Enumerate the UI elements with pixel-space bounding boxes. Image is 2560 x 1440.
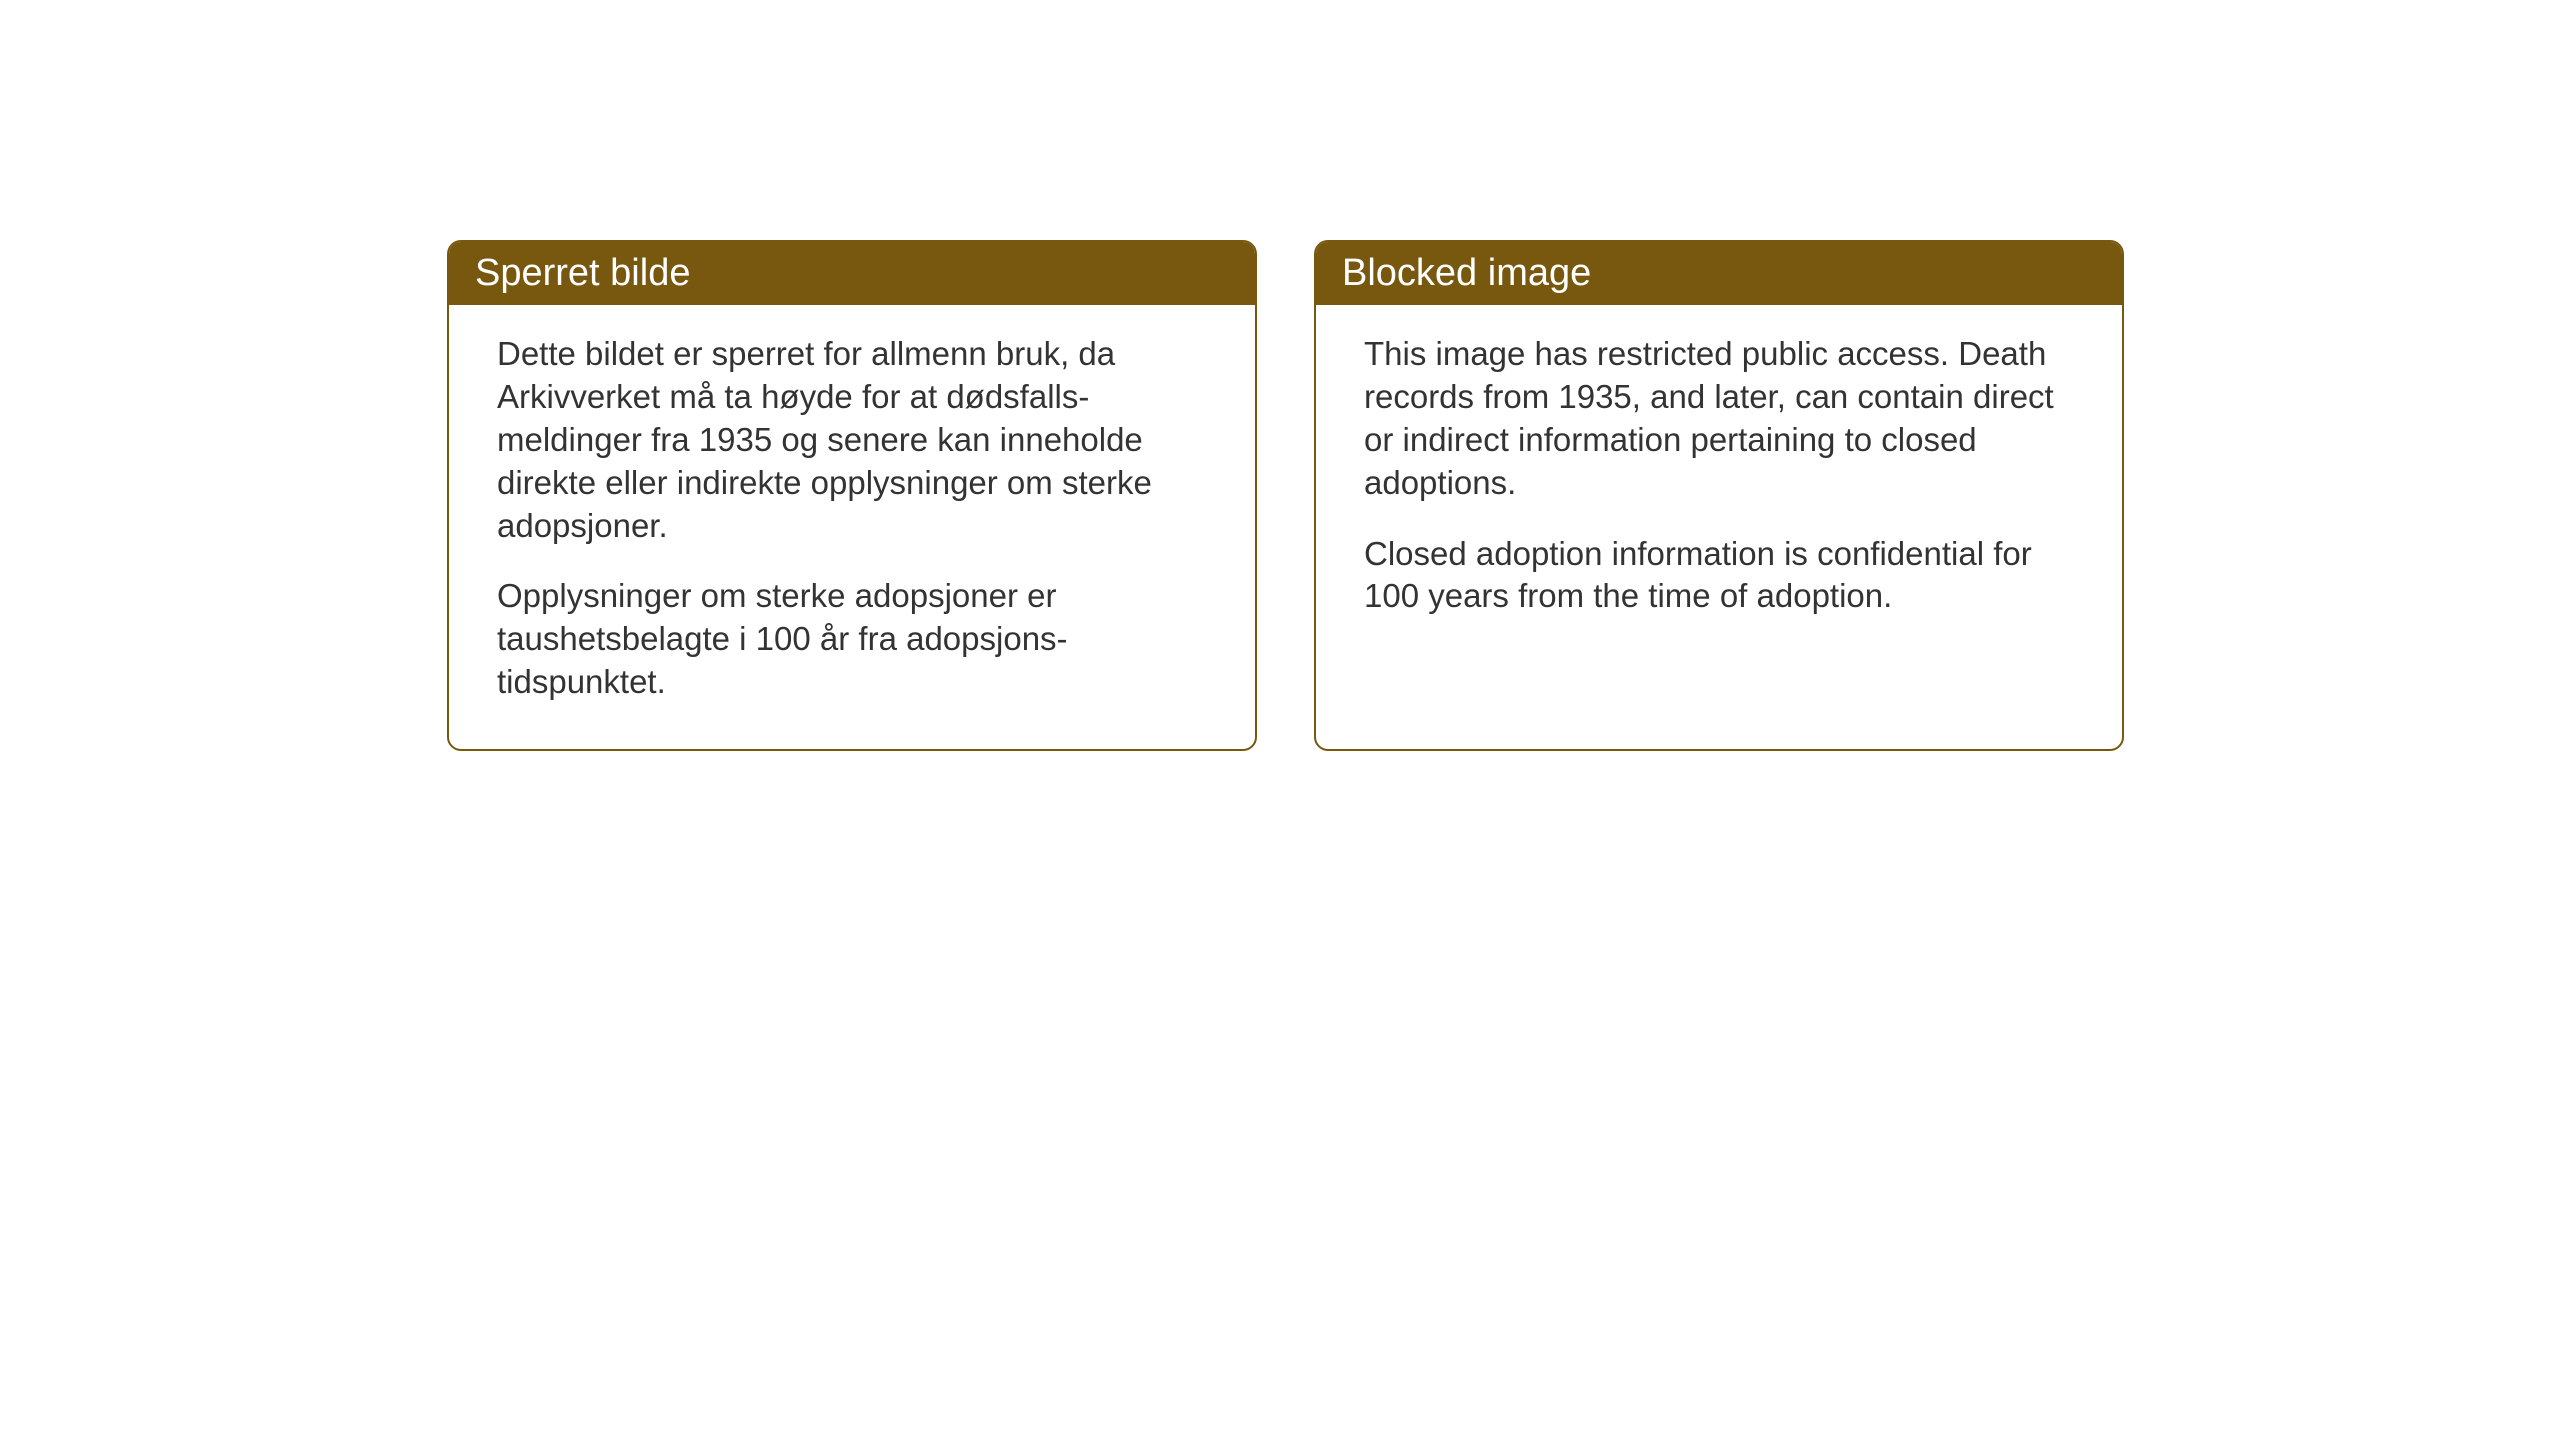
card-body: Dette bildet er sperret for allmenn bruk… — [449, 305, 1255, 740]
card-title: Blocked image — [1342, 252, 1591, 294]
notice-card-norwegian: Sperret bilde Dette bildet er sperret fo… — [447, 240, 1257, 751]
card-paragraph: This image has restricted public access.… — [1364, 333, 2074, 505]
notice-container: Sperret bilde Dette bildet er sperret fo… — [447, 240, 2124, 751]
card-body: This image has restricted public access.… — [1316, 305, 2122, 654]
notice-card-english: Blocked image This image has restricted … — [1314, 240, 2124, 751]
card-paragraph: Opplysninger om sterke adopsjoner er tau… — [497, 575, 1207, 704]
card-paragraph: Dette bildet er sperret for allmenn bruk… — [497, 333, 1207, 547]
card-title: Sperret bilde — [475, 252, 690, 294]
card-header: Sperret bilde — [449, 242, 1255, 305]
card-paragraph: Closed adoption information is confident… — [1364, 533, 2074, 619]
card-header: Blocked image — [1316, 242, 2122, 305]
